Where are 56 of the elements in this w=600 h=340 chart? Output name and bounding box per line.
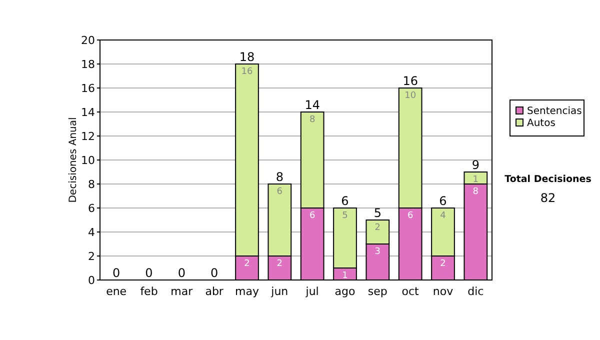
x-tick-label: jul	[304, 285, 319, 298]
data-label: 6	[276, 187, 283, 197]
y-tick-label: 10	[81, 154, 95, 167]
x-tick-label: may	[235, 285, 260, 298]
y-axis-title: Decisiones Anual	[68, 117, 79, 203]
x-tick-label: oct	[402, 285, 420, 298]
y-tick-label: 18	[81, 58, 95, 71]
total-label: 8	[276, 170, 284, 184]
y-tick-label: 14	[81, 106, 95, 119]
total-label: 9	[472, 158, 480, 172]
total-label: 0	[178, 266, 186, 280]
x-tick-label: jun	[270, 285, 288, 298]
data-label: 1	[342, 271, 348, 281]
y-tick-label: 4	[88, 226, 95, 239]
data-label: 10	[404, 91, 416, 101]
x-tick-label: nov	[432, 285, 454, 298]
total-label: 0	[145, 266, 153, 280]
data-label: 2	[374, 223, 381, 233]
data-label: 2	[244, 259, 250, 269]
legend-label: Sentencias	[527, 106, 582, 117]
total-label: 0	[112, 266, 120, 280]
total-label: 16	[402, 74, 418, 88]
text: Total Decisiones	[504, 174, 592, 185]
x-tick-label: abr	[205, 285, 224, 298]
y-tick-label: 2	[88, 250, 95, 263]
total-label: 6	[439, 194, 447, 208]
total-label: 5	[374, 206, 382, 220]
total-label: 0	[210, 266, 218, 280]
data-label: 4	[440, 211, 446, 221]
x-tick-label: sep	[368, 285, 388, 298]
data-label: 3	[374, 247, 381, 257]
y-tick-label: 0	[88, 274, 95, 287]
data-label: 8	[472, 187, 479, 197]
y-tick-label: 8	[88, 178, 95, 191]
data-label: 1	[472, 175, 479, 185]
data-label: 2	[440, 259, 446, 269]
x-tick-label: dic	[468, 285, 484, 298]
text: 82	[540, 191, 556, 205]
y-tick-label: 20	[81, 34, 95, 47]
y-tick-label: 6	[88, 202, 95, 215]
data-label: 16	[241, 67, 253, 77]
data-label: 5	[342, 211, 348, 221]
total-label: 14	[304, 98, 320, 112]
data-label: 8	[309, 115, 316, 125]
y-tick-label: 16	[81, 82, 95, 95]
x-tick-label: feb	[140, 285, 158, 298]
data-label: 6	[309, 211, 316, 221]
data-label: 6	[407, 211, 414, 221]
data-label: 2	[276, 259, 283, 269]
total-label: 6	[341, 194, 349, 208]
y-tick-label: 12	[81, 130, 95, 143]
total-label: 18	[239, 50, 255, 64]
legend-label: Autos	[527, 118, 556, 129]
x-tick-label: ago	[334, 285, 356, 298]
x-tick-label: ene	[106, 285, 127, 298]
x-tick-label: mar	[170, 285, 194, 298]
